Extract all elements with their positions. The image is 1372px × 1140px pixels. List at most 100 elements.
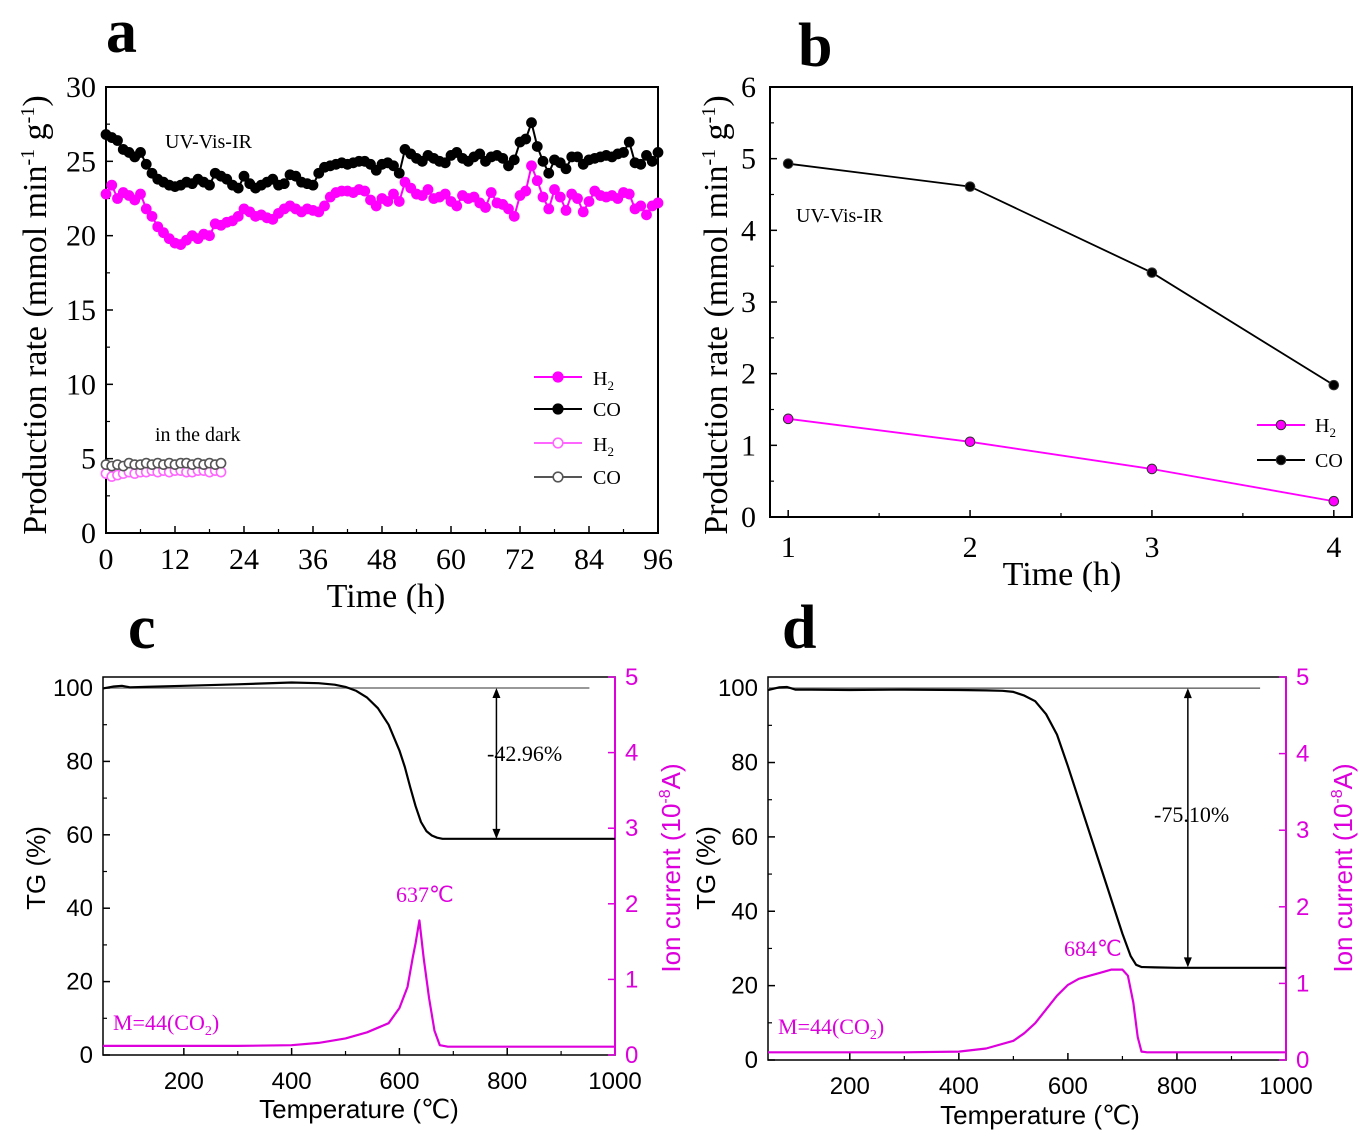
d-arrow-head-bottom [1183, 957, 1192, 968]
d-y2-tick-label: 0 [1296, 1047, 1309, 1074]
c-y2-axis-title: Ion current (10-8A) [656, 763, 686, 972]
a-y-tick-label: 0 [81, 517, 96, 550]
a-h2-light-point [422, 184, 434, 195]
a-h2-light-point [635, 200, 647, 212]
a-h2-light-point [480, 202, 491, 213]
a-h2-light-point [520, 185, 532, 197]
panel-letter-c: c [128, 594, 156, 662]
a-co-light-point [543, 167, 555, 179]
a-axes: 0 12 24 36 48 60 72 84 96 0 5 10 15 20 25 30 [66, 71, 673, 576]
c-y-tick-label: 0 [80, 1042, 93, 1069]
a-legend-marker-3 [552, 471, 564, 483]
c-x-tick-label: 200 [164, 1068, 204, 1095]
d-y2-tick-label: 3 [1296, 817, 1309, 844]
b-h2-line [788, 417, 1334, 503]
a-h2-light-point [543, 203, 555, 215]
a-x-tick-label: 36 [298, 543, 328, 576]
a-legend-marker-0 [552, 371, 564, 383]
a-co-dark-point [215, 457, 227, 469]
b-h2-point [964, 436, 976, 448]
a-h2-light-point [560, 204, 572, 216]
c-series-group [102, 681, 615, 1048]
b-plot-frame [769, 86, 1353, 518]
a-h2-light-point [319, 200, 330, 212]
d-x-tick-label: 800 [1157, 1073, 1197, 1100]
b-x-tick-label: 2 [963, 531, 978, 564]
d-x-tick-label: 1000 [1259, 1073, 1312, 1100]
a-h2-light-point [146, 210, 158, 222]
a-legend-label-h2: H2 [593, 368, 614, 393]
a-h2-light-point [623, 188, 635, 200]
a-co-light-point [572, 151, 583, 163]
a-h2-light-point [503, 203, 514, 215]
a-h2-light-point [485, 187, 497, 198]
b-co-point [1328, 379, 1340, 391]
a-x-tick-label: 84 [574, 543, 604, 576]
a-h2-light-point [641, 209, 652, 221]
panel-letter-b: b [798, 12, 832, 80]
a-h2-light-point [554, 191, 566, 203]
a-legend-marker-2 [552, 437, 564, 449]
c-arrow-head-bottom [492, 828, 501, 839]
a-y-tick-label: 25 [66, 145, 96, 178]
a-co-light-point [508, 154, 520, 166]
b-y-tick-label: 1 [741, 429, 756, 462]
d-series-group [767, 685, 1286, 1054]
d-x-tick-label: 200 [830, 1073, 870, 1100]
a-co-light-point [135, 147, 146, 158]
a-co-light-point [526, 117, 537, 129]
b-x-axis-title: Time (h) [1003, 556, 1122, 593]
a-x-tick-label: 48 [367, 543, 397, 576]
a-x-tick-label: 72 [505, 543, 535, 576]
a-h2-light-point [451, 200, 463, 212]
a-legend-marker-1 [552, 403, 564, 415]
d-y-tick-label: 100 [718, 675, 758, 702]
a-h2-light-point [370, 200, 382, 212]
a-y-tick-label: 30 [66, 71, 96, 104]
b-y-tick-label: 6 [741, 71, 756, 104]
c-y-tick-label: 60 [66, 822, 93, 849]
a-x-tick-label: 0 [99, 543, 114, 576]
d-arrow-head-top [1183, 688, 1192, 699]
a-h2-light-point [652, 197, 664, 209]
a-h2-light-point [572, 193, 583, 204]
c-ion-current-curve [103, 919, 615, 1048]
d-annotation-peak: 684℃ [1064, 936, 1122, 961]
a-co-light-point [537, 155, 549, 167]
d-y2-tick-label: 4 [1296, 741, 1309, 768]
b-h2-point [1146, 463, 1158, 475]
a-co-light-point [652, 147, 664, 158]
b-x-tick-label: 3 [1144, 531, 1159, 564]
a-co-light-point [112, 135, 123, 146]
c-annotation-mass-loss: -42.96% [487, 741, 562, 766]
c-y2-tick-label: 0 [625, 1042, 638, 1069]
a-co-light-point [623, 136, 635, 148]
b-legend: H2 CO [1257, 415, 1343, 472]
a-co-light-point [635, 158, 647, 170]
a-h2-light-point [549, 184, 560, 195]
a-series-group [100, 117, 664, 482]
d-x-axis-title: Temperature (℃) [940, 1100, 1140, 1130]
a-co-light-point [232, 182, 244, 194]
c-y-tick-label: 20 [66, 969, 93, 996]
c-x-tick-label: 800 [487, 1068, 527, 1095]
a-co-light-point [474, 148, 486, 160]
b-co-point [1146, 267, 1158, 278]
d-y-tick-label: 0 [745, 1047, 758, 1074]
a-h2-light-point [583, 196, 595, 207]
b-y-axis-title: Production rate (mmol min-1 g-1) [698, 95, 735, 534]
a-co-light-point [520, 133, 532, 145]
c-y-tick-label: 80 [66, 748, 93, 775]
a-co-light-point [393, 167, 405, 179]
d-x-tick-label: 600 [1048, 1073, 1088, 1100]
a-h2-light-point [100, 188, 112, 200]
panel-letter-a: a [106, 0, 137, 66]
a-h2-light-point [135, 188, 146, 200]
d-y-tick-label: 20 [731, 973, 758, 1000]
a-co-light-point [618, 147, 629, 158]
b-legend-label-h2: H2 [1315, 415, 1336, 440]
